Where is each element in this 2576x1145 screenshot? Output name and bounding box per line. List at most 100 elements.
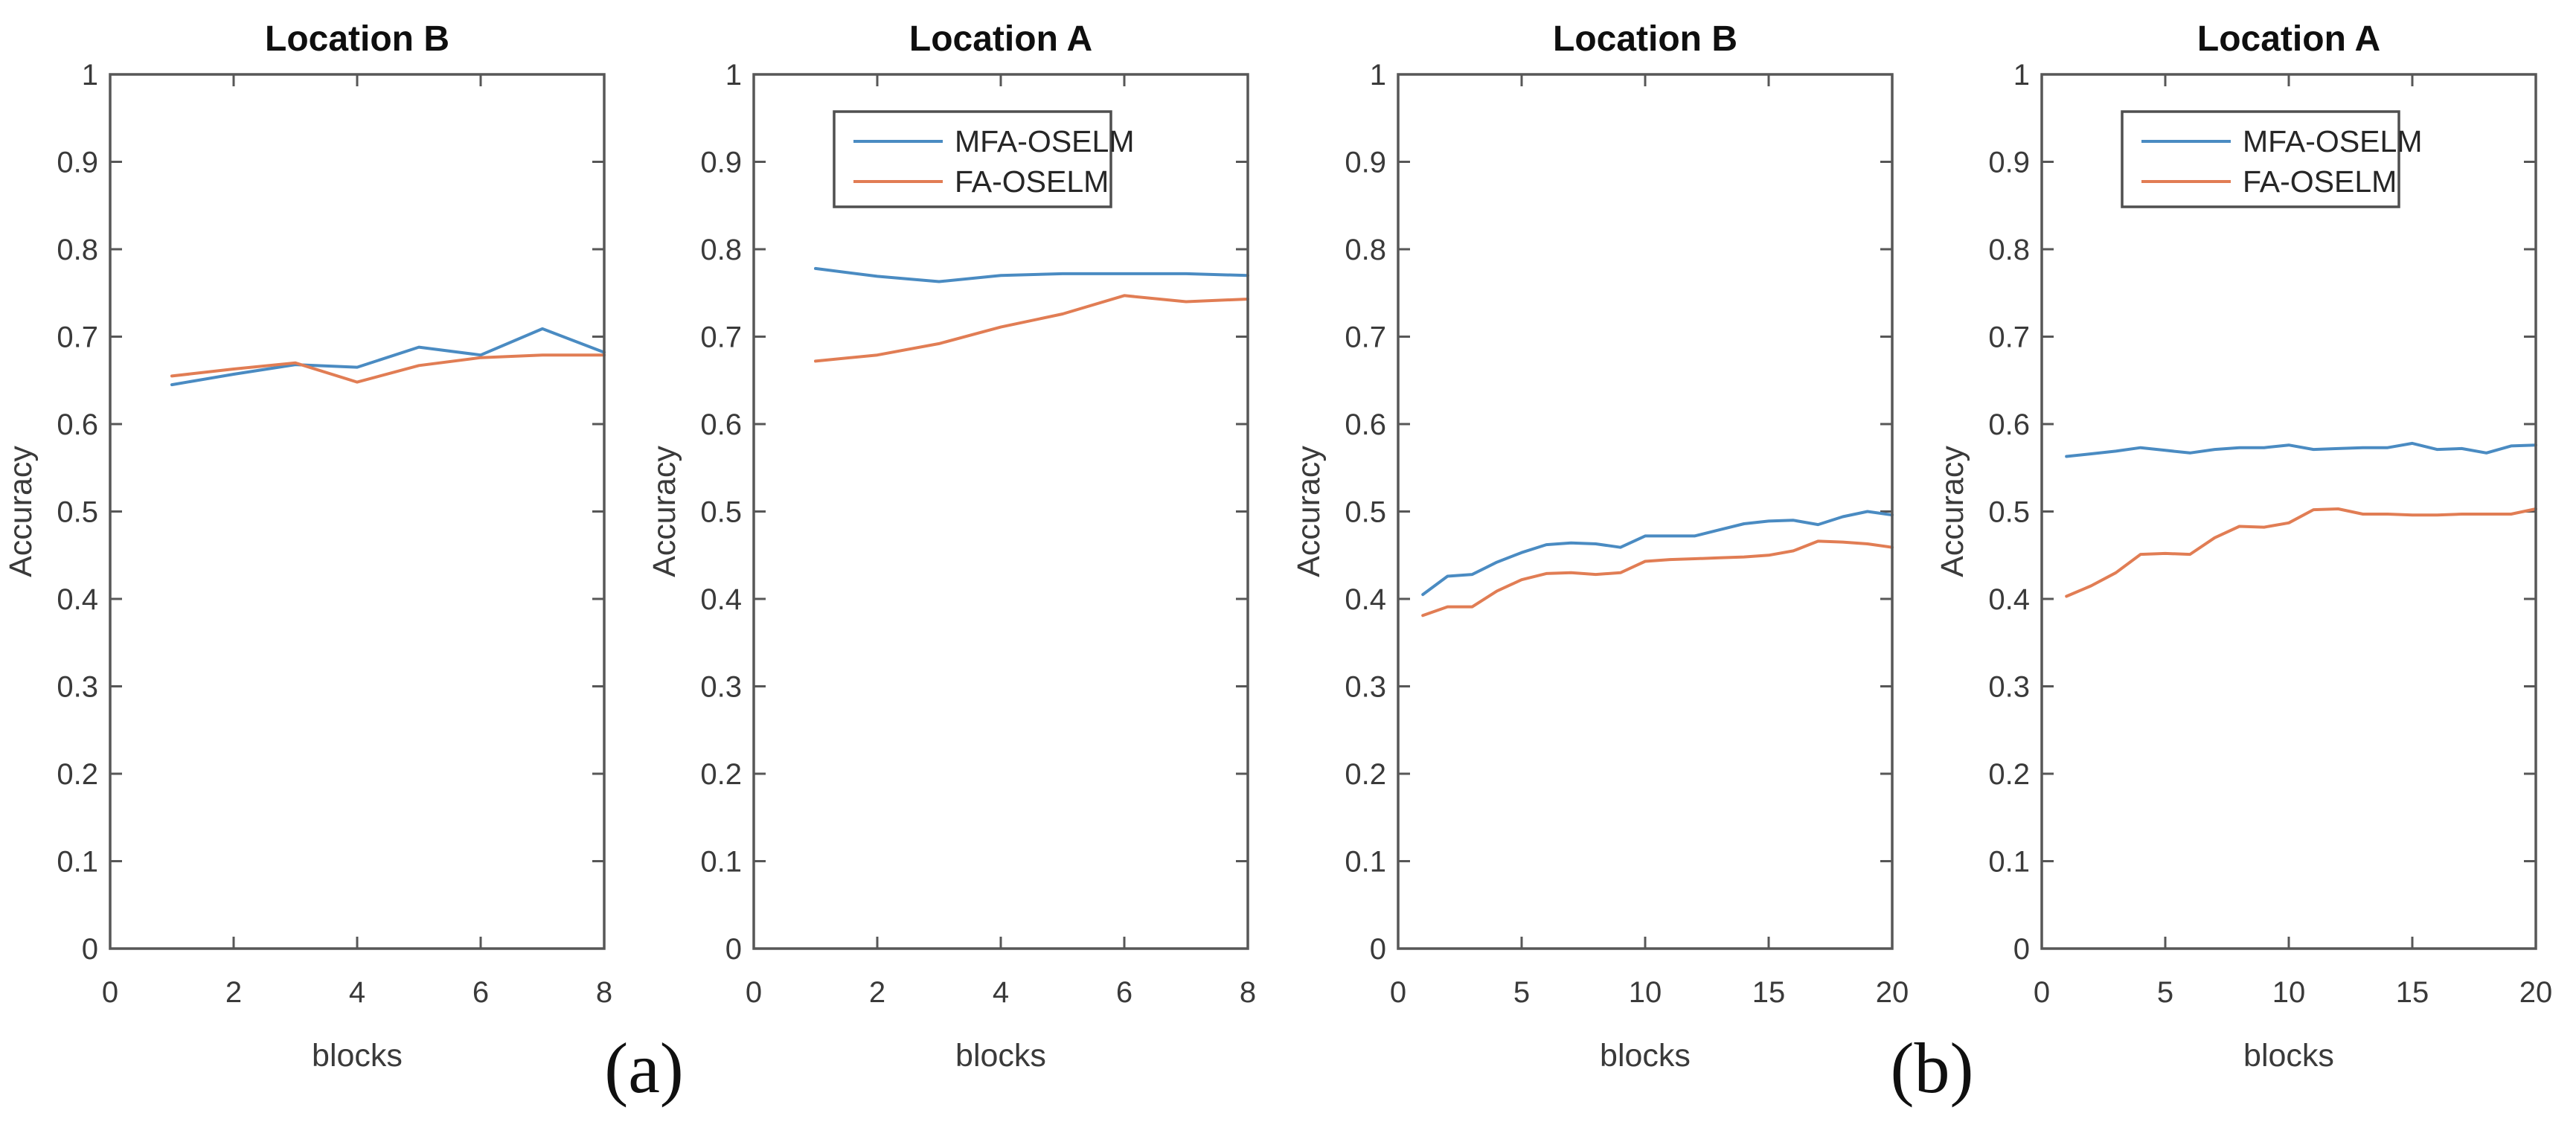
y-tick-label: 0.8	[57, 234, 98, 266]
subfigure-a: Location B 0 0.1 0.2 0.3 0.4 0.5 0.6 0.7 0.8 0.9 1 0…	[0, 0, 1287, 1145]
legend: MFA-OSELM FA-OSELM	[833, 110, 1134, 208]
subfigure-b-caption: (b)	[1890, 1028, 1974, 1108]
y-tick-label: 0	[1370, 933, 1386, 966]
series-line-fa-oselm	[2065, 507, 2537, 598]
x-tick-label: 0	[746, 976, 762, 1009]
series-line-mfa-oselm	[814, 266, 1249, 283]
x-tick-label: 8	[596, 976, 612, 1009]
y-tick-label: 0	[725, 933, 742, 966]
y-tick-label: 1	[2013, 59, 2030, 92]
x-tick-label: 6	[1116, 976, 1132, 1009]
chart-a-location-b: Location B 0 0.1 0.2 0.3 0.4 0.5 0.6 0.7 0.8 0.9 1 0…	[0, 0, 644, 1145]
x-tick-label: 0	[2034, 976, 2050, 1009]
chart-b-location-b: Location B 0 0.1 0.2 0.3 0.4 0.5 0.6 0.7 0.8 0.9 1 0…	[1288, 0, 1932, 1145]
x-axis-label: blocks	[1600, 1038, 1691, 1074]
x-tick-label: 0	[1390, 976, 1406, 1009]
y-tick-label: 0.8	[700, 234, 742, 266]
series-line-mfa-oselm	[170, 327, 606, 387]
y-tick-label: 0.3	[700, 671, 742, 704]
series-line-mfa-oselm	[2065, 441, 2537, 458]
x-tick-label: 5	[2157, 976, 2173, 1009]
y-tick-label: 0	[2013, 933, 2030, 966]
series-line-mfa-oselm	[1421, 510, 1894, 597]
y-tick-label: 0.8	[1345, 234, 1386, 266]
y-tick-label: 0.5	[700, 496, 742, 529]
y-tick-label: 1	[82, 59, 98, 92]
y-tick-label: 0.2	[700, 758, 742, 791]
x-axis-label: blocks	[312, 1038, 403, 1074]
y-tick-label: 0.6	[700, 408, 742, 441]
y-tick-label: 0.7	[1988, 321, 2030, 354]
y-tick-label: 0.4	[1988, 583, 2030, 616]
subfigure-a-caption: (a)	[604, 1028, 684, 1108]
x-tick-label: 0	[102, 976, 118, 1009]
chart-title: Location B	[265, 19, 449, 59]
x-tick-label: 15	[2396, 976, 2429, 1009]
x-tick-label: 20	[2519, 976, 2553, 1009]
y-tick-label: 0.7	[700, 321, 742, 354]
x-tick-label: 6	[472, 976, 489, 1009]
y-tick-label: 0.7	[57, 321, 98, 354]
legend: MFA-OSELM FA-OSELM	[2121, 110, 2422, 208]
y-tick-label: 1	[1370, 59, 1386, 92]
x-tick-label: 2	[869, 976, 885, 1009]
y-tick-label: 0.5	[1345, 496, 1386, 529]
y-tick-label: 0.2	[1988, 758, 2030, 791]
a-location-b-svg: Location B 0 0.1 0.2 0.3 0.4 0.5 0.6 0.7 0.8 0.9 1 0…	[3, 19, 612, 1074]
x-tick-label: 10	[2272, 976, 2306, 1009]
y-tick-label: 0.5	[57, 496, 98, 529]
y-tick-label: 0.6	[1345, 408, 1386, 441]
y-tick-label: 0.9	[57, 147, 98, 179]
y-tick-label: 0.9	[1988, 147, 2030, 179]
legend-label: FA-OSELM	[2243, 164, 2397, 199]
y-tick-label: 0.3	[57, 671, 98, 704]
legend-box	[833, 110, 1112, 208]
y-tick-label: 0.1	[57, 846, 98, 879]
y-tick-label: 0.7	[1345, 321, 1386, 354]
y-tick-label: 0	[82, 933, 98, 966]
legend-label: MFA-OSELM	[2243, 124, 2422, 158]
axes-box	[109, 73, 606, 950]
chart-title: Location A	[909, 19, 1092, 59]
axes-box	[1397, 73, 1894, 950]
y-tick-label: 0.4	[700, 583, 742, 616]
y-tick-label: 0.1	[700, 846, 742, 879]
x-tick-label: 4	[993, 976, 1009, 1009]
y-tick-label: 0.5	[1988, 496, 2030, 529]
axes-box	[752, 73, 1249, 950]
x-tick-label: 8	[1240, 976, 1256, 1009]
x-tick-label: 15	[1752, 976, 1786, 1009]
a-location-a-svg: Location A 0 0.1 0.2 0.3 0.4 0.5 0.6 0.7 0.8 0.9 1 0…	[647, 19, 1256, 1074]
x-tick-label: 10	[1629, 976, 1662, 1009]
chart-title: Location B	[1553, 19, 1737, 59]
legend-label: MFA-OSELM	[955, 124, 1134, 158]
y-axis-label: Accuracy	[1935, 446, 1970, 577]
y-axis-label: Accuracy	[1291, 446, 1327, 577]
chart-title: Location A	[2197, 19, 2380, 59]
x-tick-label: 20	[1876, 976, 1909, 1009]
y-tick-label: 0.2	[1345, 758, 1386, 791]
b-location-b-svg: Location B00.10.20.30.40.50.60.70.80.910…	[1291, 19, 1909, 1074]
y-tick-label: 0.6	[1988, 408, 2030, 441]
chart-b-location-a: Location A 0 0.1 0.2 0.3 0.4 0.5 0.6 0.7 0.8 0.9 1 0…	[1932, 0, 2575, 1145]
subfigure-b: Location B 0 0.1 0.2 0.3 0.4 0.5 0.6 0.7 0.8 0.9 1 0…	[1288, 0, 2576, 1145]
y-axis-label: Accuracy	[647, 446, 682, 577]
legend-label: FA-OSELM	[955, 164, 1109, 199]
y-tick-label: 0.9	[700, 147, 742, 179]
y-tick-label: 0.1	[1345, 846, 1386, 879]
y-tick-label: 0.9	[1345, 147, 1386, 179]
y-tick-label: 0.6	[57, 408, 98, 441]
y-tick-label: 0.3	[1345, 671, 1386, 704]
x-axis-label: blocks	[955, 1038, 1046, 1074]
x-axis-label: blocks	[2243, 1038, 2334, 1074]
axes-box	[2040, 73, 2537, 950]
y-tick-label: 0.4	[1345, 583, 1386, 616]
y-axis-label: Accuracy	[3, 446, 39, 577]
y-tick-label: 0.4	[57, 583, 98, 616]
y-tick-label: 0.1	[1988, 846, 2030, 879]
chart-a-location-a: Location A 0 0.1 0.2 0.3 0.4 0.5 0.6 0.7 0.8 0.9 1 0…	[644, 0, 1287, 1145]
y-tick-label: 1	[725, 59, 742, 92]
b-location-a-svg: Location A00.10.20.30.40.50.60.70.80.910…	[1935, 19, 2553, 1074]
legend-box	[2121, 110, 2400, 208]
